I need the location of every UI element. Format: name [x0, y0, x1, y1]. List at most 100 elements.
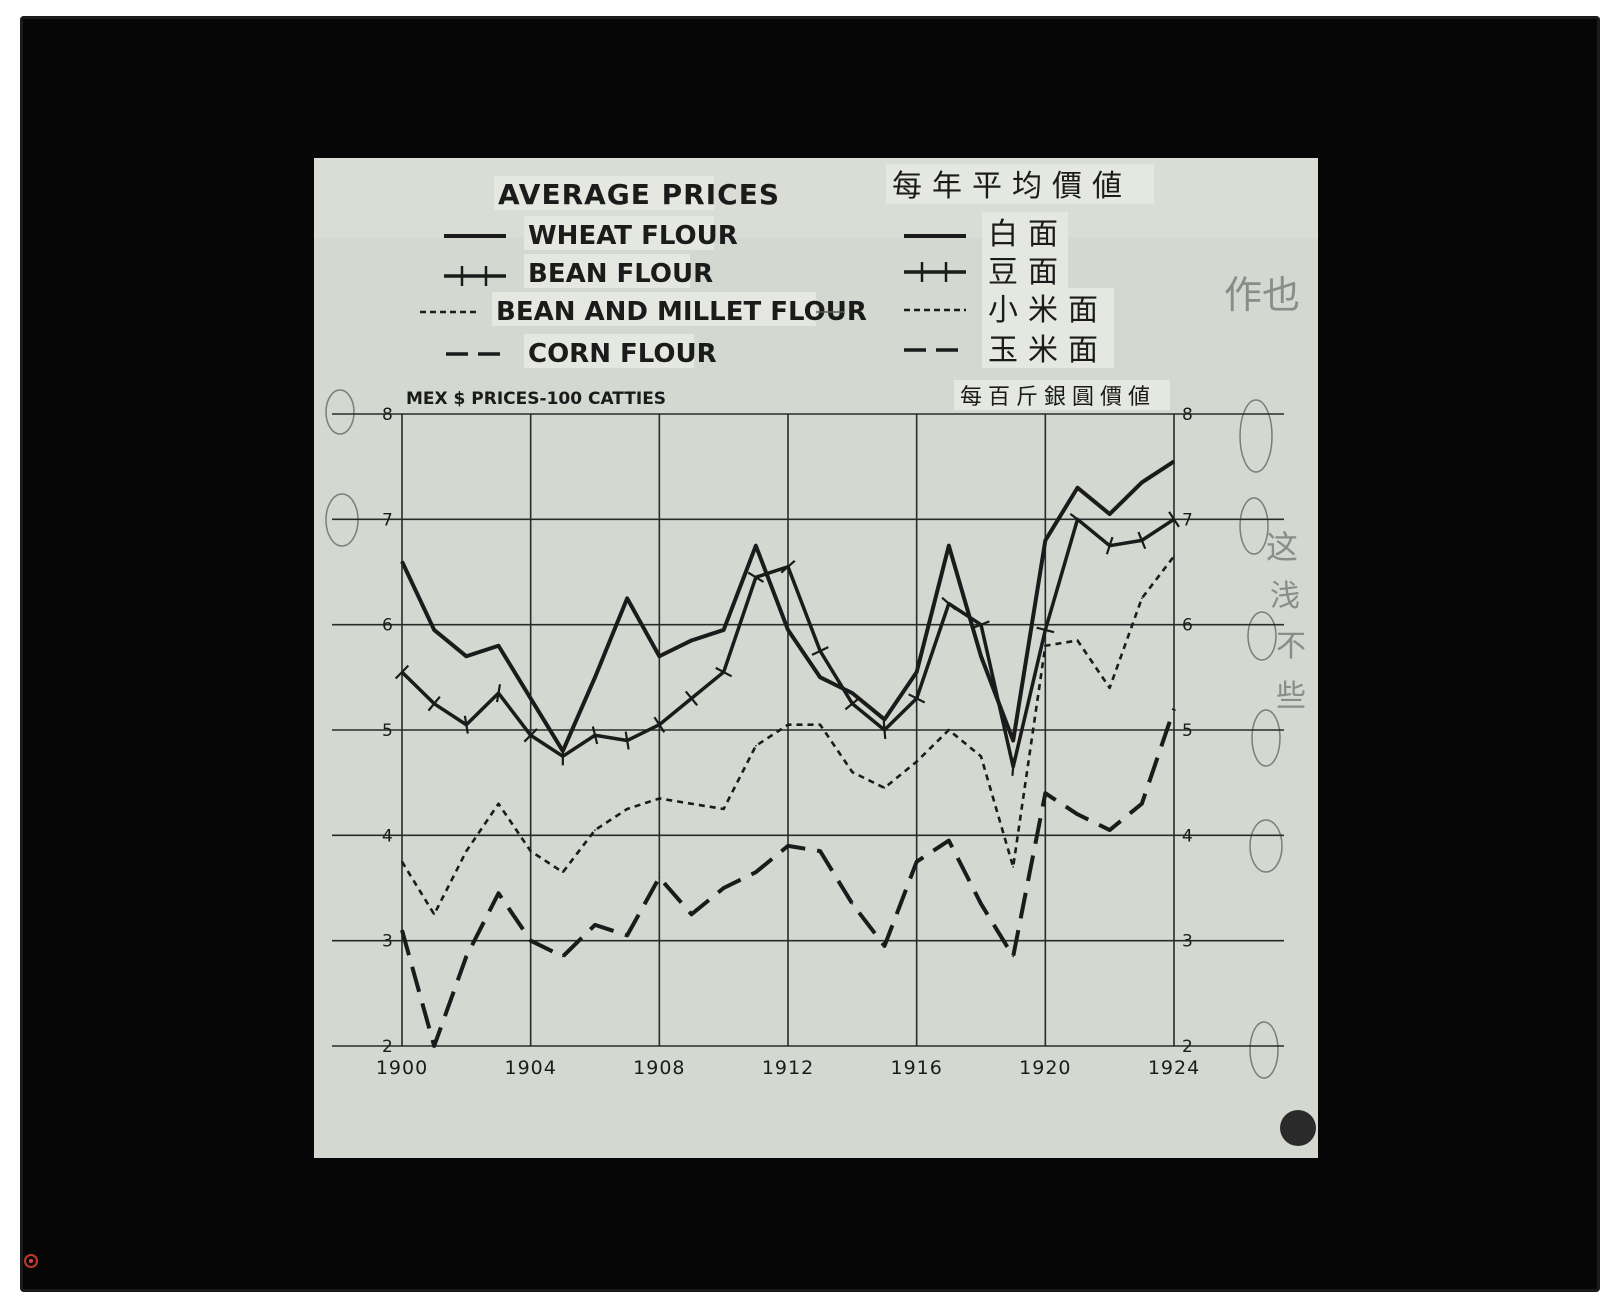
- data-point-bean-and-millet-flour: [562, 871, 564, 873]
- data-point-bean-flour: [908, 693, 926, 704]
- data-point-bean-and-millet-flour: [722, 808, 725, 810]
- pin-hole-icon: [1280, 1110, 1316, 1146]
- y-tick-label-right: 3: [1182, 932, 1193, 952]
- title-block: AVERAGE PRICES: [494, 176, 780, 211]
- data-point-bean-and-millet-flour: [1141, 597, 1143, 600]
- data-point-wheat-flour: [401, 560, 403, 563]
- axis-ticks: 2 2 3 3 4 4 5 5 6 6 7 7 8 8 1900 1904 1908 1912 1916 1920 19…: [376, 405, 1200, 1079]
- data-point-bean-flour: [523, 728, 538, 743]
- data-point-corn-flour: [755, 871, 757, 873]
- data-point-bean-and-millet-flour: [594, 829, 596, 831]
- data-point-corn-flour: [1076, 813, 1079, 816]
- x-tick-label: 1916: [890, 1057, 942, 1079]
- data-point-bean-flour: [1036, 626, 1055, 634]
- series-lines: [394, 459, 1180, 1048]
- data-point-bean-flour: [591, 726, 599, 745]
- legend-label-bean-millet-flour-cn: 小米面: [988, 293, 1108, 328]
- legend-item-wheat-flour: WHEAT FLOUR: [444, 216, 738, 251]
- data-point-bean-and-millet-flour: [948, 729, 950, 731]
- pencil-note-top: 作也: [1224, 273, 1300, 317]
- data-point-bean-flour: [1137, 531, 1147, 550]
- data-point-bean-flour: [972, 620, 990, 629]
- data-point-bean-flour: [1011, 757, 1015, 776]
- legend-item-wheat-flour-cn: 白面: [904, 212, 1068, 252]
- legend-label-corn-flour: CORN FLOUR: [528, 339, 717, 369]
- data-point-bean-and-millet-flour: [497, 802, 500, 805]
- data-point-bean-and-millet-flour: [690, 802, 693, 805]
- data-point-bean-and-millet-flour: [1076, 639, 1079, 642]
- data-point-bean-flour: [941, 596, 957, 611]
- data-point-bean-and-millet-flour: [626, 808, 628, 810]
- data-point-bean-and-millet-flour: [1173, 555, 1175, 557]
- data-point-corn-flour: [1044, 792, 1047, 794]
- legend-item-bean-flour-cn: 豆面: [904, 250, 1068, 290]
- chart-paper: AVERAGE PRICES 每年平均價値 WHEAT FLOUR BEAN F…: [314, 158, 1318, 1158]
- y-tick-label-left: 4: [382, 826, 393, 846]
- data-point-wheat-flour: [819, 676, 821, 679]
- data-point-corn-flour: [851, 903, 854, 905]
- data-point-bean-flour: [495, 684, 502, 703]
- data-point-corn-flour: [465, 955, 468, 958]
- data-point-wheat-flour: [497, 644, 500, 647]
- data-point-wheat-flour: [1012, 739, 1014, 742]
- x-tick-label: 1912: [762, 1057, 814, 1079]
- data-point-bean-and-millet-flour: [1044, 644, 1047, 647]
- data-point-bean-flour: [684, 690, 699, 707]
- data-point-corn-flour: [690, 913, 693, 916]
- corner-marker-icon: [24, 1254, 38, 1268]
- data-point-wheat-flour: [1076, 486, 1079, 489]
- data-point-wheat-flour: [755, 544, 757, 547]
- data-point-corn-flour: [433, 1045, 435, 1047]
- data-point-bean-and-millet-flour: [1012, 866, 1014, 868]
- legend-item-bean-millet-flour-cn: 小米面: [904, 288, 1114, 328]
- legend: WHEAT FLOUR BEAN FLOUR BEAN AND MILLET F…: [420, 216, 867, 369]
- data-point-wheat-flour: [433, 629, 435, 631]
- data-point-wheat-flour: [883, 718, 886, 721]
- data-point-corn-flour: [626, 934, 628, 937]
- y-tick-label-left: 8: [382, 405, 393, 425]
- data-point-bean-and-millet-flour: [433, 913, 435, 916]
- data-point-bean-and-millet-flour: [755, 745, 757, 747]
- x-tick-label: 1924: [1148, 1057, 1200, 1079]
- data-point-wheat-flour: [980, 655, 982, 658]
- data-point-corn-flour: [401, 929, 403, 931]
- y-axis-title: MEX $ PRICES-100 CATTIES: [406, 389, 666, 409]
- data-point-corn-flour: [529, 939, 532, 942]
- data-point-bean-and-millet-flour: [851, 771, 854, 773]
- data-point-bean-flour: [1168, 511, 1180, 528]
- legend-swatch-cross: [444, 266, 506, 286]
- grid: [332, 413, 1284, 1047]
- data-point-bean-and-millet-flour: [1108, 687, 1111, 689]
- legend-label-bean-flour: BEAN FLOUR: [528, 259, 713, 289]
- data-point-bean-and-millet-flour: [980, 755, 982, 758]
- data-point-bean-and-millet-flour: [915, 760, 918, 763]
- legend-cn: 白面 豆面 小米面 玉米面: [904, 212, 1114, 368]
- y-tick-label-right: 4: [1182, 826, 1193, 846]
- legend-item-bean-millet-flour: BEAN AND MILLET FLOUR: [420, 292, 867, 327]
- data-point-bean-flour: [811, 646, 829, 656]
- data-point-wheat-flour: [787, 629, 789, 631]
- data-point-bean-flour: [844, 697, 861, 711]
- data-point-bean-flour: [1069, 512, 1086, 526]
- data-point-bean-flour: [715, 666, 733, 678]
- y-axis-title-cn: 每百斤銀圓價値: [960, 385, 1156, 410]
- data-point-bean-and-millet-flour: [529, 850, 532, 852]
- data-point-bean-flour: [427, 696, 441, 712]
- legend-item-corn-flour: CORN FLOUR: [446, 334, 717, 369]
- data-point-bean-flour: [653, 716, 666, 733]
- data-point-bean-and-millet-flour: [883, 787, 886, 789]
- pencil-note-side: 这: [1266, 528, 1298, 566]
- data-point-corn-flour: [658, 876, 661, 879]
- price-chart: AVERAGE PRICES 每年平均價値 WHEAT FLOUR BEAN F…: [314, 158, 1318, 1158]
- data-point-bean-flour: [394, 664, 410, 680]
- data-point-bean-flour: [463, 715, 469, 734]
- data-point-corn-flour: [1012, 955, 1014, 958]
- y-tick-label-right: 2: [1182, 1037, 1193, 1057]
- pencil-annotations: 作也 这 浅 不 些: [325, 273, 1316, 1146]
- chart-title: AVERAGE PRICES: [498, 178, 780, 211]
- data-point-wheat-flour: [1108, 513, 1111, 515]
- data-point-corn-flour: [915, 860, 918, 863]
- pencil-scribble-1: 浅: [1270, 579, 1300, 614]
- data-point-corn-flour: [722, 887, 725, 889]
- data-point-bean-and-millet-flour: [787, 723, 789, 726]
